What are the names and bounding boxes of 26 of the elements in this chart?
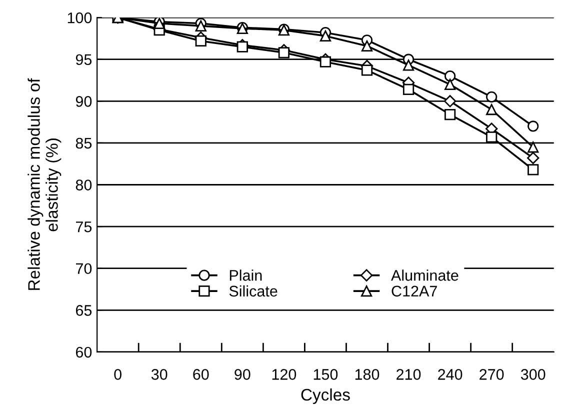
x-tick-label: 30 bbox=[151, 369, 168, 380]
x-tick-label: 150 bbox=[314, 369, 338, 380]
y-tick-label: 100 bbox=[68, 12, 92, 24]
y-tick-label: 65 bbox=[76, 305, 92, 316]
legend-label: C12A7 bbox=[392, 286, 437, 297]
y-tick-label: 60 bbox=[76, 346, 92, 358]
x-tick-label: 240 bbox=[438, 369, 462, 380]
x-tick-label: 60 bbox=[193, 369, 209, 380]
y-tick-label: 80 bbox=[76, 180, 92, 190]
legend-label: Aluminate bbox=[391, 270, 458, 281]
x-axis-title: Cycles bbox=[301, 388, 350, 404]
y-axis-title: Relative dynamic modulus of elasticity (%) bbox=[28, 78, 62, 290]
x-tick-label: 0 bbox=[114, 369, 122, 380]
x-tick-label: 120 bbox=[272, 369, 296, 380]
legend-label: Silicate bbox=[229, 285, 278, 297]
y-tick-label: 95 bbox=[76, 54, 92, 66]
y-tick-label: 90 bbox=[76, 96, 92, 107]
x-tick-label: 270 bbox=[480, 369, 504, 380]
y-tick-label: 70 bbox=[76, 263, 92, 274]
legend-label: Plain bbox=[230, 270, 262, 281]
y-tick-label: 85 bbox=[76, 138, 92, 149]
x-tick-label: 90 bbox=[234, 369, 250, 380]
x-tick-label: 180 bbox=[355, 369, 380, 380]
y-tick-label: 75 bbox=[76, 222, 92, 232]
x-tick-label: 210 bbox=[396, 369, 421, 380]
x-tick-label: 300 bbox=[520, 369, 546, 380]
